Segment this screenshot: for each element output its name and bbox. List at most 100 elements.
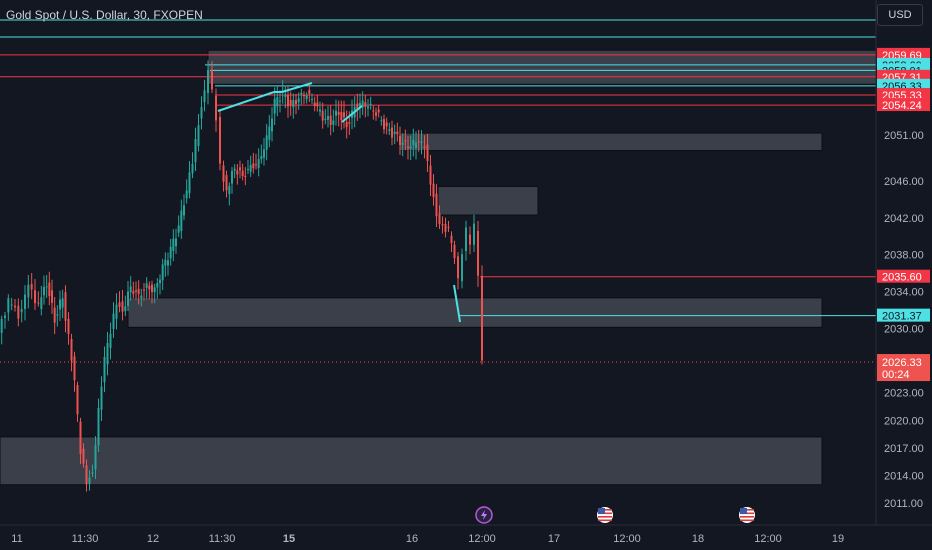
y-tick-label: 2030.00 <box>884 323 924 335</box>
candle-body <box>48 282 51 297</box>
candle-body <box>423 146 426 149</box>
candle-body <box>172 238 175 251</box>
candle-body <box>252 163 255 169</box>
us-flag-event-icon[interactable] <box>739 507 755 523</box>
candle-body <box>106 343 109 365</box>
y-tick-label: 2017.00 <box>884 443 924 455</box>
candle-body <box>156 282 159 288</box>
candle-body <box>308 89 311 94</box>
candle-body <box>233 168 236 171</box>
candle-body <box>265 135 268 150</box>
symbol-title: Gold Spot / U.S. Dollar, 30, FXOPEN <box>6 8 203 22</box>
candle-body <box>10 304 13 306</box>
candle-body <box>239 167 241 171</box>
candle-body <box>211 69 213 90</box>
candle-body <box>53 307 56 323</box>
candle-body <box>109 333 112 348</box>
candle-body <box>388 129 391 131</box>
trendline <box>281 82 313 93</box>
candle-body <box>203 90 206 103</box>
candle-body <box>316 102 319 107</box>
candle-body <box>51 290 53 303</box>
candle-body <box>337 111 340 115</box>
y-tick-label: 2014.00 <box>884 471 924 483</box>
flag-icon-stripe <box>598 516 612 518</box>
us-flag-event-icon[interactable] <box>597 507 613 523</box>
candle-body <box>450 235 453 244</box>
candle-body <box>345 121 348 128</box>
candle-body <box>228 186 231 194</box>
candle-body <box>404 140 407 142</box>
lightning-event-icon[interactable] <box>475 506 493 524</box>
price-label-text: 2031.37 <box>882 311 922 323</box>
x-tick-label: 11 <box>11 533 22 545</box>
candle-body <box>118 302 121 307</box>
candle-body <box>127 291 129 306</box>
candle-body <box>481 276 483 361</box>
x-tick-label: 16 <box>406 533 418 545</box>
candle-body <box>191 163 194 174</box>
candle-body <box>249 165 252 172</box>
candle-body <box>375 112 377 116</box>
y-tick-label: 2020.00 <box>884 415 924 427</box>
candle-body <box>303 95 305 97</box>
x-tick-label: 18 <box>692 533 704 545</box>
candle-body <box>311 99 313 101</box>
candle-body <box>393 131 396 134</box>
candle-body <box>473 223 475 245</box>
candle-body <box>247 168 249 170</box>
candle-body <box>432 183 435 198</box>
flag-icon-stripe <box>598 519 612 522</box>
candle-body <box>100 386 103 410</box>
candle-body <box>159 279 161 284</box>
candle-body <box>377 109 380 113</box>
price-label-chip <box>877 47 930 61</box>
y-tick-label: 2042.00 <box>884 213 924 225</box>
candle-body <box>169 246 172 259</box>
candle-body <box>441 224 444 226</box>
candle-body <box>135 290 137 292</box>
candle-body <box>37 302 40 304</box>
candle-body <box>426 144 429 161</box>
candle-body <box>200 106 203 119</box>
candle-body <box>164 259 167 266</box>
candle-body <box>180 210 183 231</box>
candle-body <box>289 99 292 106</box>
candle-body <box>153 287 156 292</box>
candle-body <box>271 118 273 132</box>
candle-body <box>396 131 399 135</box>
currency-button[interactable]: USD <box>877 4 923 26</box>
current-price-text: 2026.33 <box>882 357 922 369</box>
candle-body <box>244 175 247 178</box>
candle-body <box>34 290 36 304</box>
countdown-text: 00:24 <box>882 369 910 381</box>
candle-body <box>59 299 61 310</box>
candle-body <box>263 149 265 158</box>
candle-body <box>112 313 115 329</box>
trendline <box>453 284 461 323</box>
flag-icon-canton <box>598 508 605 514</box>
candle-body <box>151 284 153 293</box>
candle-body <box>231 170 233 184</box>
candle-body <box>188 172 191 194</box>
candle-body <box>420 141 423 143</box>
candle-body <box>121 301 124 312</box>
candle-body <box>292 100 295 108</box>
x-tick-label: 12 <box>147 533 159 545</box>
candle-body <box>372 110 375 112</box>
candle-body <box>91 472 94 474</box>
flag-icon-stripe <box>740 516 754 518</box>
y-tick-label: 2051.00 <box>884 130 924 142</box>
candle-body <box>287 95 289 107</box>
candle-body <box>417 141 420 143</box>
candle-body <box>255 164 257 166</box>
trendline <box>217 91 275 112</box>
x-tick-label: 15 <box>283 533 295 545</box>
candle-body <box>295 100 297 104</box>
candle-body <box>241 170 244 177</box>
x-tick-label: 17 <box>548 533 560 545</box>
x-tick-label: 12:00 <box>613 533 641 545</box>
price-label-text: 2035.60 <box>882 272 922 284</box>
candle-body <box>79 421 82 454</box>
